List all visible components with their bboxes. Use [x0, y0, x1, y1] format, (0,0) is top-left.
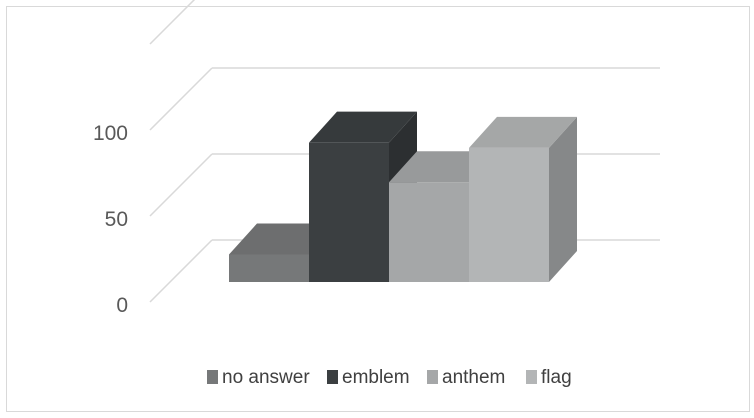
- legend-swatch: [327, 370, 338, 384]
- y-tick-label: 50: [105, 208, 128, 231]
- gridline: [149, 239, 213, 303]
- legend: no answer emblem anthem flag: [207, 367, 572, 388]
- bar: [309, 142, 389, 282]
- gridline: [149, 67, 213, 131]
- y-tick-label: 100: [93, 122, 128, 145]
- legend-label: flag: [541, 367, 572, 388]
- legend-swatch: [207, 370, 218, 384]
- bars: [229, 111, 577, 283]
- bar-side-face: [549, 116, 577, 282]
- bar-top-face: [309, 111, 417, 143]
- gridline: [149, 0, 196, 45]
- legend-label: emblem: [342, 367, 410, 388]
- legend-swatch: [427, 370, 438, 384]
- gridline: [149, 153, 213, 217]
- bar: [389, 182, 469, 282]
- y-tick-label: 0: [116, 294, 128, 317]
- legend-label: no answer: [222, 367, 310, 388]
- legend-swatch: [526, 370, 537, 384]
- bar-top-face: [469, 116, 577, 148]
- bar: [469, 147, 549, 282]
- legend-label: anthem: [442, 367, 505, 388]
- bar: [229, 254, 309, 282]
- y-axis: 0 50 100: [93, 122, 128, 317]
